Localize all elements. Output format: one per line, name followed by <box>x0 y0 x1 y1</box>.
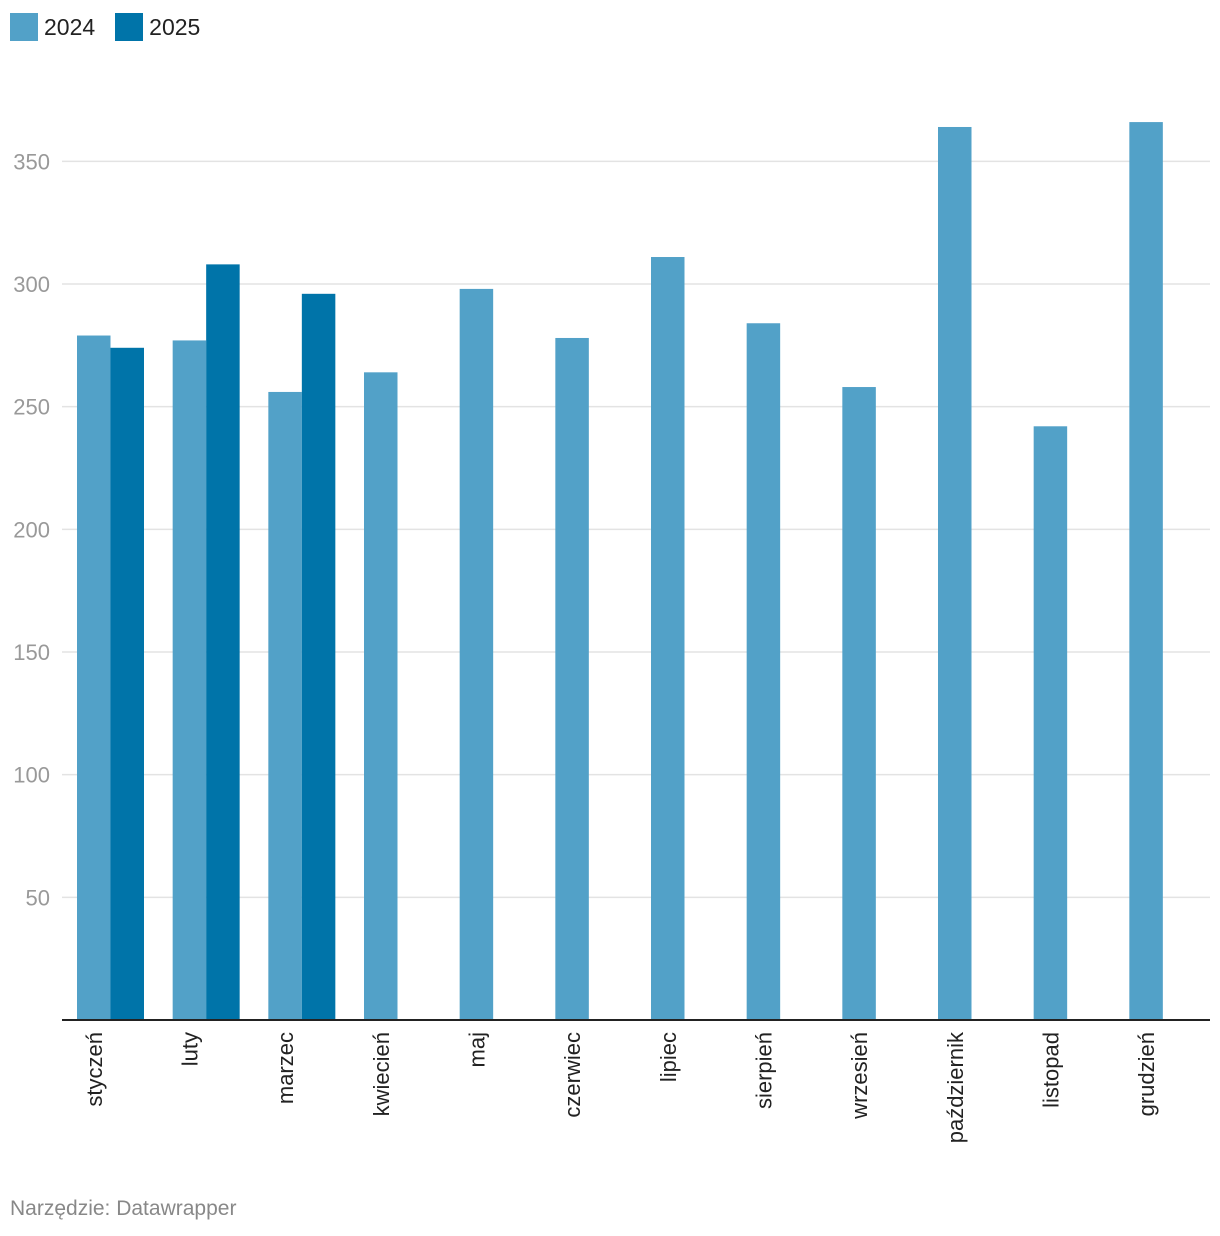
bar-2024-11 <box>1129 122 1163 1020</box>
x-tick-label: listopad <box>1038 1032 1063 1108</box>
x-tick-label: luty <box>177 1032 202 1066</box>
bar-2024-3 <box>364 372 398 1020</box>
y-tick-label: 150 <box>13 640 50 665</box>
y-tick-label: 50 <box>26 885 50 910</box>
bar-2024-9 <box>938 126 972 1020</box>
x-tick-label: marzec <box>273 1032 298 1104</box>
x-tick-label: październik <box>943 1031 968 1143</box>
x-tick-label: czerwiec <box>560 1032 585 1118</box>
y-tick-label: 250 <box>13 395 50 420</box>
y-tick-label: 200 <box>13 517 50 542</box>
x-tick-label: wrzesień <box>847 1032 872 1120</box>
source-note: Narzędzie: Datawrapper <box>10 1197 237 1220</box>
bar-2024-0 <box>77 335 111 1020</box>
legend-label-2024: 2024 <box>44 13 96 40</box>
bar-2024-7 <box>746 323 781 1021</box>
y-tick-label: 300 <box>13 272 50 297</box>
bar-2024-4 <box>459 288 494 1020</box>
bar-2024-8 <box>842 387 876 1020</box>
x-tick-label: styczeń <box>82 1032 107 1107</box>
legend: 2024 2025 <box>10 12 200 42</box>
x-tick-label: sierpień <box>751 1032 776 1109</box>
legend-label-2025: 2025 <box>149 13 201 40</box>
bar-2025-0 <box>110 347 144 1021</box>
legend-swatch-2024 <box>10 13 38 41</box>
y-tick-label: 350 <box>13 149 50 174</box>
legend-item-2024[interactable]: 2024 <box>10 13 95 41</box>
bar-2025-1 <box>206 264 240 1021</box>
legend-item-2025[interactable]: 2025 <box>115 13 200 41</box>
y-tick-label: 100 <box>13 763 50 788</box>
x-tick-label: kwiecień <box>369 1032 394 1116</box>
x-tick-label: grudzień <box>1134 1032 1159 1116</box>
bar-2024-2 <box>268 391 302 1020</box>
bar-2024-10 <box>1033 426 1068 1020</box>
bar-2025-2 <box>301 293 336 1020</box>
legend-swatch-2025 <box>115 13 144 41</box>
bar-2024-5 <box>555 337 589 1020</box>
bar-2024-6 <box>651 257 685 1021</box>
x-tick-label: maj <box>464 1032 489 1067</box>
x-tick-label: lipiec <box>656 1032 681 1082</box>
bar-2024-1 <box>172 340 207 1021</box>
